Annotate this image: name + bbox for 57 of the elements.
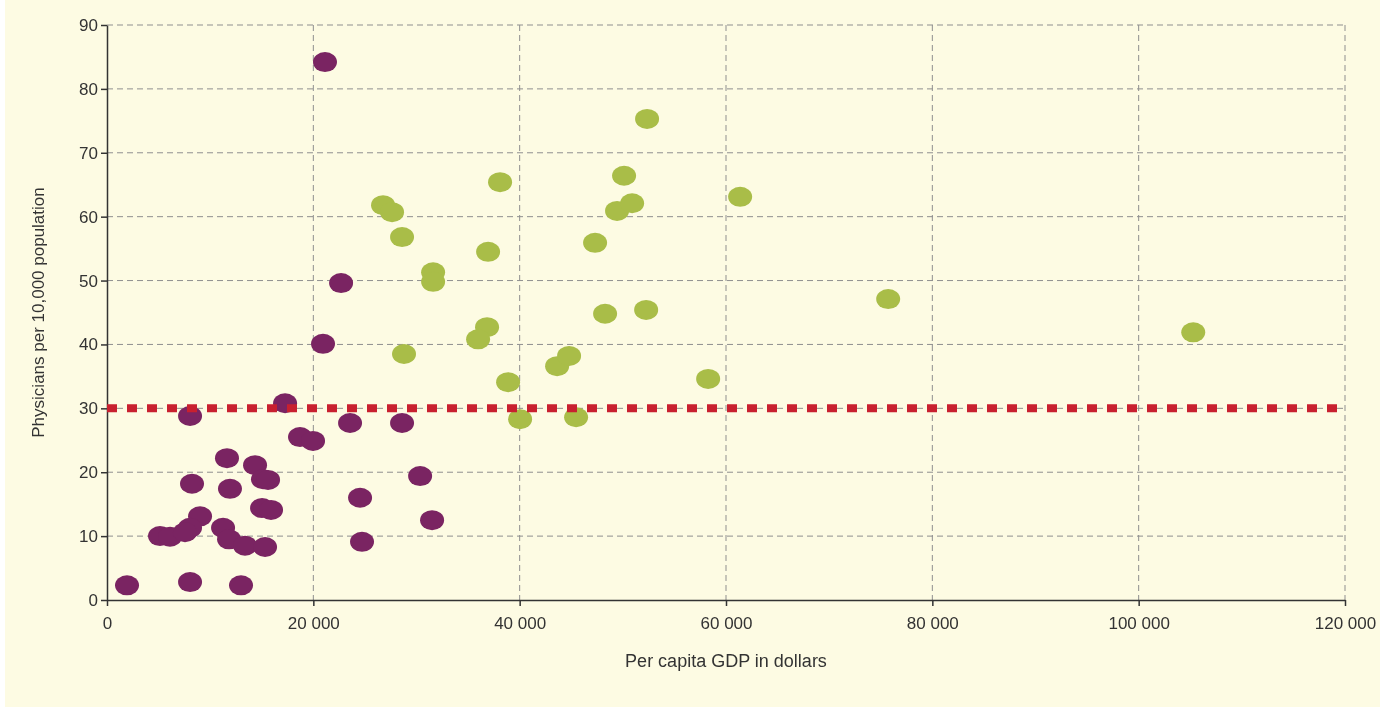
x-tick-label: 40 000 — [494, 614, 547, 634]
point — [390, 227, 415, 248]
y-tick-label: 90 — [79, 15, 98, 35]
point — [301, 430, 326, 451]
y-tick-label: 0 — [88, 590, 98, 610]
point — [496, 372, 521, 393]
x-tick-label: 0 — [102, 614, 113, 634]
point — [466, 329, 491, 350]
x-tick-label: 100 000 — [1108, 614, 1170, 634]
x-tick-label: 20 000 — [287, 614, 340, 634]
y-tick-label: 60 — [79, 207, 98, 227]
point — [172, 522, 197, 543]
point — [115, 575, 140, 596]
point — [180, 473, 205, 494]
point — [620, 193, 645, 214]
point — [350, 531, 375, 552]
point — [233, 535, 258, 556]
point — [876, 289, 901, 310]
point — [593, 303, 618, 324]
x-tick-label: 60 000 — [700, 614, 753, 634]
y-tick-label: 30 — [79, 399, 98, 419]
point — [508, 409, 533, 430]
point — [311, 333, 336, 354]
y-tick-label: 20 — [79, 463, 98, 483]
point — [329, 273, 354, 294]
point — [488, 172, 513, 193]
y-tick-label: 50 — [79, 271, 98, 291]
point — [312, 52, 337, 73]
x-tick-label: 80 000 — [906, 614, 959, 634]
point — [338, 413, 363, 434]
point — [696, 368, 721, 389]
point — [214, 448, 239, 469]
point — [476, 241, 501, 262]
point — [229, 575, 254, 596]
x-axis-title: Per capita GDP in dollars — [625, 651, 827, 671]
point — [380, 202, 405, 223]
y-tick-label: 70 — [79, 143, 98, 163]
point — [408, 466, 433, 487]
point — [1181, 322, 1206, 343]
point — [557, 345, 582, 366]
y-tick-label: 80 — [79, 79, 98, 99]
point — [728, 186, 753, 207]
point — [392, 344, 417, 365]
point — [217, 478, 242, 499]
point — [634, 299, 659, 320]
point — [583, 232, 608, 253]
point — [635, 108, 660, 129]
point — [612, 165, 637, 186]
point — [390, 413, 415, 434]
point — [420, 510, 445, 531]
point — [178, 572, 203, 593]
x-tick-label: 120 000 — [1314, 614, 1377, 634]
point — [253, 536, 278, 557]
y-tick-label: 10 — [79, 527, 98, 547]
point — [348, 487, 373, 508]
y-tick-label: 40 — [79, 335, 98, 355]
y-axis-title: Physicians per 10,000 population — [29, 187, 48, 438]
